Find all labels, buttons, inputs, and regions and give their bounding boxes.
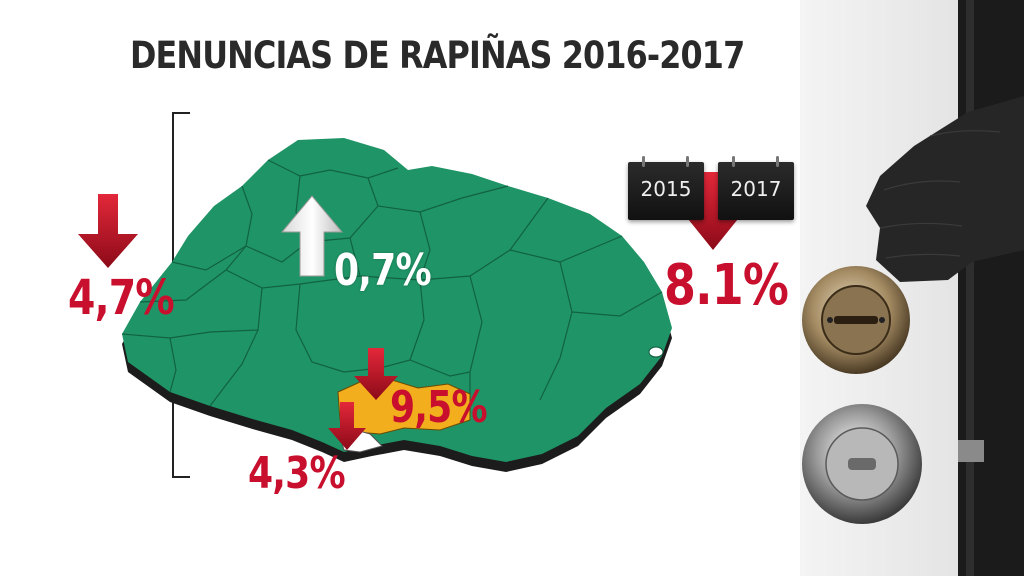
bracket-bottom [172,476,190,478]
calendar-year-to: 2017 [730,177,782,201]
arrow-up-icon [280,195,344,277]
calendar-year-from: 2015 [640,177,692,201]
calendar-icon: 2015 [628,156,704,220]
page-title: DENUNCIAS DE RAPIÑAS 2016-2017 [130,34,745,77]
stat-total: 8.1% [664,253,789,318]
stat-interior: 0,7% [334,245,432,296]
arrow-down-icon [328,402,366,450]
arrow-down-icon [78,194,138,268]
arrow-down-icon [354,348,398,400]
lagoon [648,346,664,358]
map-body [122,138,672,462]
stat-canelones: 4,3% [248,448,346,499]
stat-montevideo: 9,5% [390,382,488,433]
map-uruguay [121,138,672,472]
arrow-down-icon [684,172,742,250]
stat-national: 4,7% [68,270,175,326]
door-photo [800,0,1024,576]
calendar-icon: 2017 [718,156,794,220]
bracket-top [172,112,190,114]
gloved-hand-icon [866,96,1024,282]
